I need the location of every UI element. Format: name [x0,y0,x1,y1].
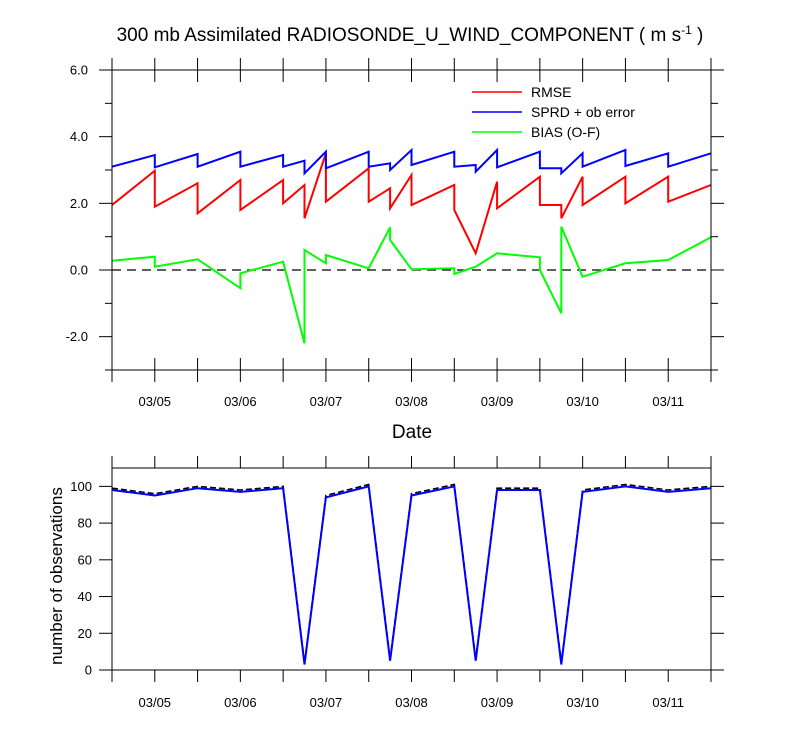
top-chart-panel: 6.0 4.0 2.0 0.0 -2.0 03/05 03/06 03/07 03/08 03/… [66,58,724,409]
top-series-bias-o-f-line [111,226,712,344]
chart-title-suffix: ) [692,25,704,46]
legend-label-bias: BIAS (O-F) [531,124,600,140]
top-x-tick-label: 03/08 [395,394,428,409]
bottom-x-tick-label: 03/09 [481,695,514,710]
top-y-tick-label: 6.0 [70,63,88,78]
top-x-tick-label: 03/05 [139,394,172,409]
bottom-y-tick-label: 40 [78,589,92,604]
bottom-chart-panel: 0 20 40 60 80 100 03/05 03/06 03/07 03/08 03/09 03… [70,456,724,710]
top-y-tick-label: -2.0 [66,329,88,344]
bottom-x-tick-label: 03/05 [139,695,172,710]
top-series-rmse-line [111,152,712,257]
chart-title: 300 mb Assimilated RADIOSONDE_U_WIND_COM… [117,23,704,46]
chart-title-superscript: -1 [681,23,692,37]
bottom-y-tick-label: 60 [78,552,92,567]
chart-title-main: 300 mb Assimilated RADIOSONDE_U_WIND_COM… [117,25,682,46]
bottom-x-tick-label: 03/10 [566,695,599,710]
y-axis-label-observations: number of observations [47,487,66,665]
top-x-tick-label: 03/10 [566,394,599,409]
bottom-y-tick-label: 0 [85,663,92,678]
top-x-tick-label: 03/11 [652,394,684,409]
top-x-tick-label: 03/09 [481,394,514,409]
bottom-series-used-observations-line [111,485,712,665]
bottom-x-tick-label: 03/11 [652,695,684,710]
legend: RMSE SPRD + ob error BIAS (O-F) [472,84,635,140]
top-series-sprd-ob-error-line [111,147,712,176]
top-y-tick-label: 4.0 [70,129,88,144]
legend-label-sprd: SPRD + ob error [531,104,635,120]
top-y-tick-label: 0.0 [70,263,88,278]
legend-label-rmse: RMSE [531,84,571,100]
bottom-x-tick-label: 03/07 [310,695,343,710]
top-x-tick-label: 03/07 [310,394,343,409]
bottom-y-tick-label: 80 [78,516,92,531]
bottom-x-tick-label: 03/08 [395,695,428,710]
bottom-series-possible-observations-line [111,483,712,663]
x-axis-label: Date [392,422,432,443]
top-y-tick-label: 2.0 [70,196,88,211]
bottom-y-tick-label: 20 [78,626,92,641]
bottom-x-tick-label: 03/06 [224,695,257,710]
top-x-tick-label: 03/06 [224,394,257,409]
bottom-y-tick-label: 100 [70,479,92,494]
